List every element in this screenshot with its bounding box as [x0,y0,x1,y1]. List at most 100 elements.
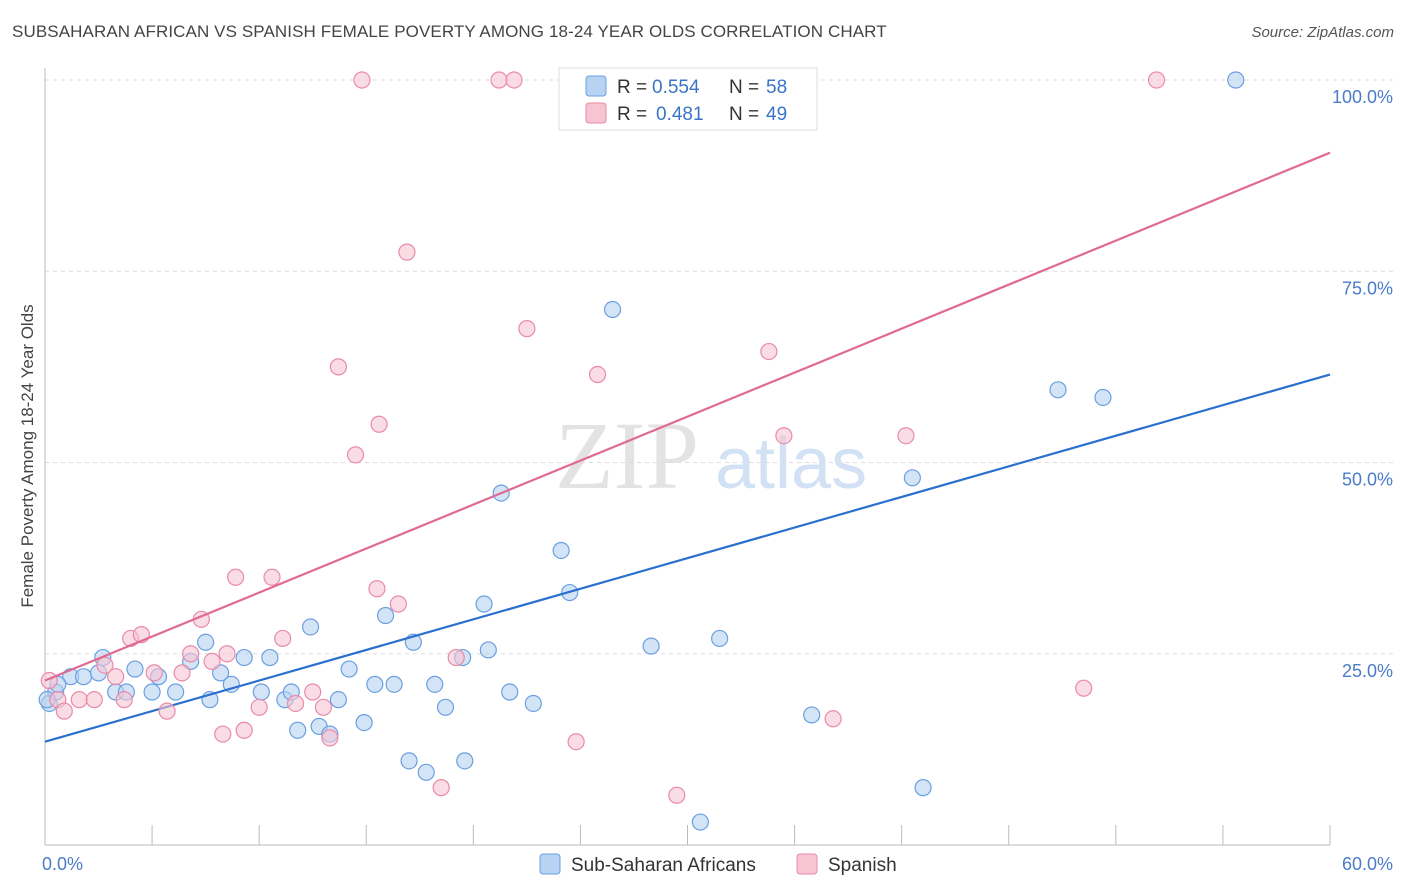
point-0-10 [167,683,185,701]
point-1-35 [490,71,508,89]
point-0-48 [711,629,729,648]
y-tick-label-75: 75.0% [1342,278,1393,298]
point-0-31 [400,752,418,770]
legend-n-label-0: N = [729,77,759,98]
point-0-33 [417,763,435,781]
bottom-legend-label-1: Spanish [828,855,897,876]
point-0-42 [524,694,542,713]
point-1-34 [447,648,465,667]
point-1-19 [250,698,268,716]
legend-swatch-pink [585,102,607,124]
legend-r-value-0: 0.554 [652,77,700,98]
point-0-30 [385,675,403,693]
y-tick-label-25: 25.0% [1342,661,1393,681]
point-1-15 [203,652,221,671]
point-1-11 [158,702,176,720]
point-0-49 [803,706,821,724]
point-1-3 [70,691,88,709]
point-1-36 [505,71,523,89]
point-0-52 [1049,381,1067,399]
series-sub-saharan-africans [38,71,1331,831]
point-0-26 [340,660,358,678]
point-0-22 [301,618,320,636]
point-0-53 [1094,388,1112,407]
point-0-28 [366,675,384,693]
legend-n-value-0: 58 [766,77,787,98]
point-1-0 [40,671,58,690]
point-0-35 [436,698,455,716]
point-1-47 [1147,71,1166,89]
point-1-16 [214,725,232,743]
point-1-46 [1075,679,1093,697]
point-1-21 [274,629,292,648]
point-1-48 [218,645,236,663]
point-1-6 [107,668,125,686]
point-1-7 [115,691,133,709]
series-spanish [40,71,1331,804]
point-1-44 [824,710,842,728]
point-1-39 [588,365,607,384]
point-0-41 [501,683,519,701]
point-0-7 [126,660,144,678]
point-1-24 [314,698,333,716]
point-1-26 [329,358,348,376]
point-1-5 [96,656,114,674]
point-0-46 [642,637,660,655]
point-0-45 [603,300,622,319]
point-0-14 [212,664,230,682]
point-0-8 [143,683,161,701]
y-axis-title: Female Poverty Among 18-24 Year Olds [18,304,37,607]
point-1-31 [389,595,407,613]
legend-r-label-0: R = [617,77,647,98]
point-1-43 [775,427,793,445]
point-1-41 [668,786,686,804]
point-1-33 [432,779,450,797]
y-tick-label-50: 50.0% [1342,470,1393,490]
point-1-30 [370,415,388,433]
point-0-27 [355,713,373,732]
point-0-47 [691,813,709,831]
point-1-25 [321,729,339,747]
bottom-legend-label-0: Sub-Saharan Africans [571,855,756,876]
point-1-45 [897,427,915,445]
point-0-12 [197,633,215,651]
point-0-16 [235,648,253,667]
point-1-27 [353,71,371,89]
point-1-42 [760,342,778,361]
trend-line-1 [44,151,1331,682]
x-tick-label-min: 0.0% [42,854,83,874]
point-0-38 [475,595,493,613]
point-1-38 [567,733,585,751]
legend-r-value-1: 0.481 [656,104,704,125]
point-0-29 [376,606,395,625]
point-1-29 [368,580,386,598]
point-1-32 [398,243,416,261]
y-tick-label-100: 100.0% [1332,87,1393,107]
x-axis-ticks [44,825,1331,845]
point-1-13 [182,645,200,663]
point-0-50 [903,469,921,487]
bottom-legend: Sub-Saharan Africans Spanish [539,853,897,876]
chart-title: SUBSAHARAN AFRICAN VS SPANISH FEMALE POV… [12,22,887,41]
point-0-17 [252,683,270,701]
legend-n-value-1: 49 [766,104,787,125]
point-0-34 [426,675,444,693]
point-0-39 [479,641,497,659]
watermark: ZIP atlas [555,402,867,509]
gridlines [45,79,1395,655]
point-1-17 [227,568,245,586]
trend-line-0 [44,373,1331,743]
point-1-2 [55,702,73,720]
point-0-43 [552,541,570,560]
point-0-21 [289,721,307,739]
watermark-zip: ZIP [555,402,699,509]
legend-n-label-1: N = [729,104,759,125]
point-1-12 [173,664,191,682]
point-0-37 [456,752,474,770]
y-tick-labels: 25.0% 50.0% 75.0% 100.0% [1332,87,1393,681]
point-0-51 [914,779,932,797]
point-1-28 [346,446,365,464]
point-1-23 [304,683,322,701]
point-1-22 [286,694,305,713]
